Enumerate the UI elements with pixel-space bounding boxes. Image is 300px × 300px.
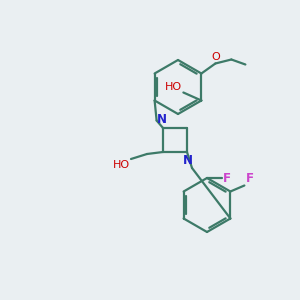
Text: HO: HO	[165, 82, 182, 92]
Text: HO: HO	[113, 160, 130, 170]
Text: F: F	[223, 172, 231, 184]
Text: F: F	[245, 172, 253, 184]
Text: O: O	[211, 52, 220, 62]
Text: N: N	[157, 113, 167, 126]
Text: N: N	[183, 154, 193, 167]
